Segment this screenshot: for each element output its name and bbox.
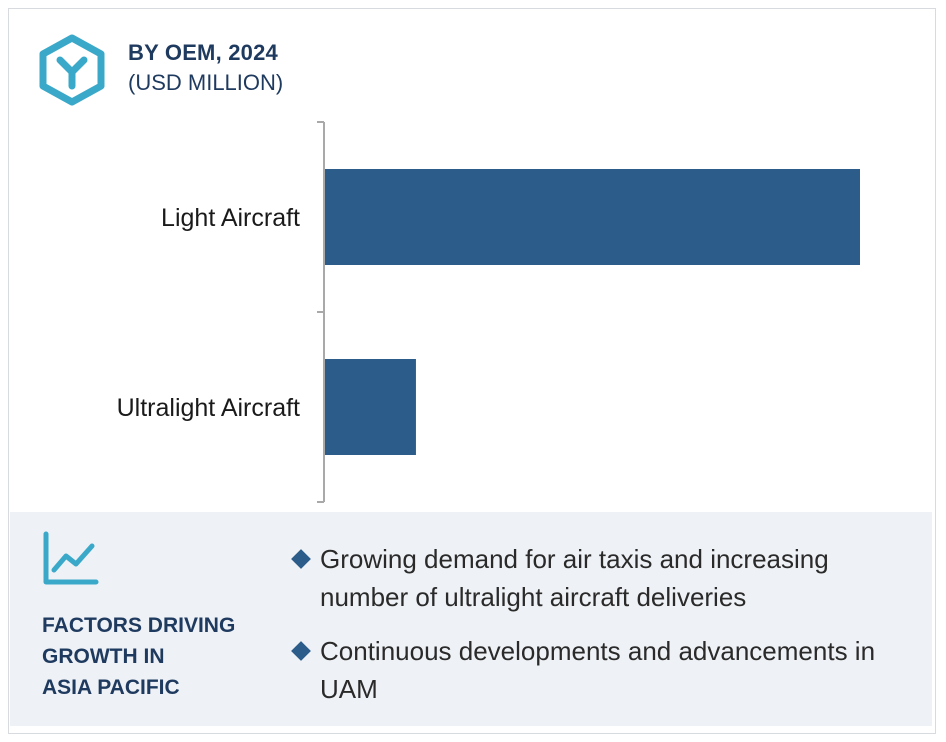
- line-chart-icon: [43, 531, 99, 585]
- bullet-text: Growing demand for air taxis and increas…: [320, 544, 829, 612]
- factors-title: FACTORS DRIVING GROWTH IN ASIA PACIFIC: [42, 610, 272, 703]
- category-label: Ultralight Aircraft: [117, 394, 300, 422]
- category-labels: Light Aircraft Ultralight Aircraft: [117, 204, 300, 422]
- chart-subtitle: (USD MILLION): [128, 70, 284, 95]
- factors-title-line: FACTORS DRIVING: [42, 614, 236, 637]
- diamond-bullet-icon: [291, 641, 311, 661]
- list-item: Growing demand for air taxis and increas…: [288, 540, 908, 616]
- bullet-text: Continuous developments and advancements…: [320, 636, 876, 704]
- bars: [325, 169, 860, 455]
- diamond-bullet-icon: [291, 549, 311, 569]
- factors-title-line: ASIA PACIFIC: [42, 676, 180, 699]
- factors-list: Growing demand for air taxis and increas…: [288, 540, 908, 724]
- list-item: Continuous developments and advancements…: [288, 632, 908, 708]
- category-label: Light Aircraft: [161, 204, 300, 232]
- factors-panel: FACTORS DRIVING GROWTH IN ASIA PACIFIC G…: [10, 512, 932, 726]
- factors-title-line: GROWTH IN: [42, 645, 165, 668]
- bar: [325, 169, 860, 265]
- hexagon-y-icon: [39, 34, 105, 106]
- bar-chart: Light Aircraft Ultralight Aircraft: [117, 121, 860, 503]
- chart-title: BY OEM, 2024: [128, 40, 278, 65]
- y-axis: [317, 121, 325, 503]
- bar: [325, 359, 416, 455]
